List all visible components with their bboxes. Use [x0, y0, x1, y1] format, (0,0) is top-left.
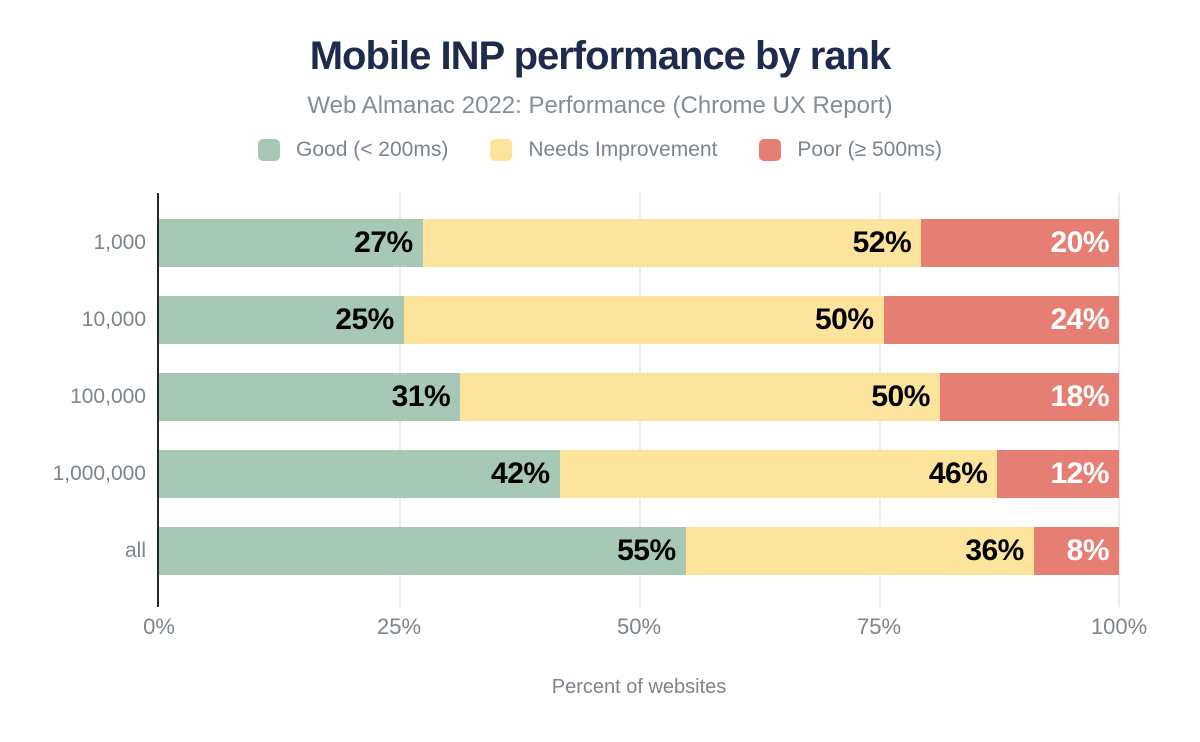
bar-segment-needs-improvement[interactable]: 50% — [460, 372, 940, 421]
bar-value-label: 12% — [1050, 456, 1109, 490]
chart-subtitle: Web Almanac 2022: Performance (Chrome UX… — [307, 92, 893, 119]
legend-swatch-needs-improvement-icon — [490, 139, 513, 161]
bar-segment-good[interactable]: 55% — [159, 526, 686, 575]
x-axis-tick: 100% — [1090, 614, 1148, 639]
bar-segment-good[interactable]: 27% — [159, 219, 423, 268]
legend-swatch-poor-icon — [759, 139, 782, 161]
bar-value-label: 52% — [852, 226, 912, 260]
y-axis-label: 1,000 — [93, 231, 146, 255]
bar-segment-good[interactable]: 25% — [159, 296, 404, 345]
bar-value-label: 31% — [391, 379, 451, 413]
bar-value-label: 42% — [491, 456, 550, 490]
bar-segment-needs-improvement[interactable]: 36% — [685, 526, 1034, 575]
bar-band: 25% 50% 24% — [159, 282, 1119, 359]
x-axis-ticks: 0% 25% 50% 75% 100% — [143, 614, 1147, 640]
bar-segment-good[interactable]: 42% — [159, 449, 560, 498]
bar-band: 27% 52% 20% — [159, 205, 1119, 282]
bar-value-label: 8% — [1066, 533, 1110, 567]
x-axis-tick: 25% — [376, 614, 422, 639]
bar-value-label: 50% — [815, 303, 874, 337]
plot-area: 27% 52% 20% 25% 50% 24% 31% 50% 18% — [157, 193, 1120, 607]
x-axis-tick: 50% — [616, 614, 662, 639]
x-axis-title: Percent of websites — [551, 676, 727, 698]
bar-segment-needs-improvement[interactable]: 52% — [422, 219, 922, 268]
bar-value-label: 55% — [617, 533, 676, 567]
y-axis-label: 100,000 — [70, 384, 146, 408]
y-axis-label: 1,000,000 — [52, 461, 146, 485]
bars: 27% 52% 20% 25% 50% 24% 31% 50% 18% — [159, 193, 1120, 607]
x-axis-tick: 0% — [143, 614, 175, 639]
bar-value-label: 46% — [928, 456, 988, 490]
y-axis-line — [157, 193, 159, 607]
bar-row: 42% 46% 12% — [159, 449, 1119, 498]
x-axis-tick: 75% — [856, 614, 902, 639]
bar-segment-poor[interactable]: 12% — [997, 449, 1119, 498]
bar-segment-poor[interactable]: 24% — [883, 296, 1119, 345]
bar-segment-good[interactable]: 31% — [159, 372, 461, 421]
y-axis-label: all — [124, 538, 146, 562]
bar-segment-poor[interactable]: 8% — [1033, 526, 1120, 575]
bar-value-label: 25% — [335, 303, 394, 337]
legend-item-poor[interactable]: Poor (≥ 500ms) — [759, 138, 942, 162]
legend-item-good[interactable]: Good (< 200ms) — [258, 138, 448, 162]
bar-band: 55% 36% 8% — [159, 512, 1120, 589]
bar-value-label: 36% — [965, 533, 1024, 567]
bar-band: 31% 50% 18% — [159, 359, 1120, 436]
bar-segment-poor[interactable]: 20% — [921, 219, 1119, 268]
bar-value-label: 20% — [1050, 226, 1109, 260]
legend-swatch-good-icon — [258, 139, 280, 161]
legend-item-needs-improvement[interactable]: Needs Improvement — [490, 138, 717, 162]
chart-title: Mobile INP performance by rank — [309, 34, 892, 78]
y-axis-label: 10,000 — [81, 308, 146, 332]
legend-label: Good (< 200ms) — [296, 138, 449, 161]
bar-value-label: 24% — [1050, 303, 1109, 337]
y-axis-labels: 1,000 10,000 100,000 1,000,000 all — [0, 193, 146, 607]
bar-value-label: 27% — [354, 226, 413, 260]
legend: Good (< 200ms) Needs Improvement Poor (≥… — [0, 138, 1200, 162]
legend-label: Needs Improvement — [528, 138, 718, 161]
bar-row: 31% 50% 18% — [159, 372, 1120, 421]
bar-segment-needs-improvement[interactable]: 50% — [403, 296, 884, 345]
bar-row: 55% 36% 8% — [159, 526, 1120, 575]
bar-row: 25% 50% 24% — [159, 296, 1119, 345]
bar-segment-poor[interactable]: 18% — [939, 372, 1120, 421]
bar-row: 27% 52% 20% — [159, 219, 1119, 268]
bar-segment-needs-improvement[interactable]: 46% — [559, 449, 998, 498]
bar-band: 42% 46% 12% — [159, 435, 1119, 512]
legend-label: Poor (≥ 500ms) — [797, 138, 942, 161]
bar-value-label: 18% — [1050, 379, 1110, 413]
bar-value-label: 50% — [871, 379, 930, 413]
